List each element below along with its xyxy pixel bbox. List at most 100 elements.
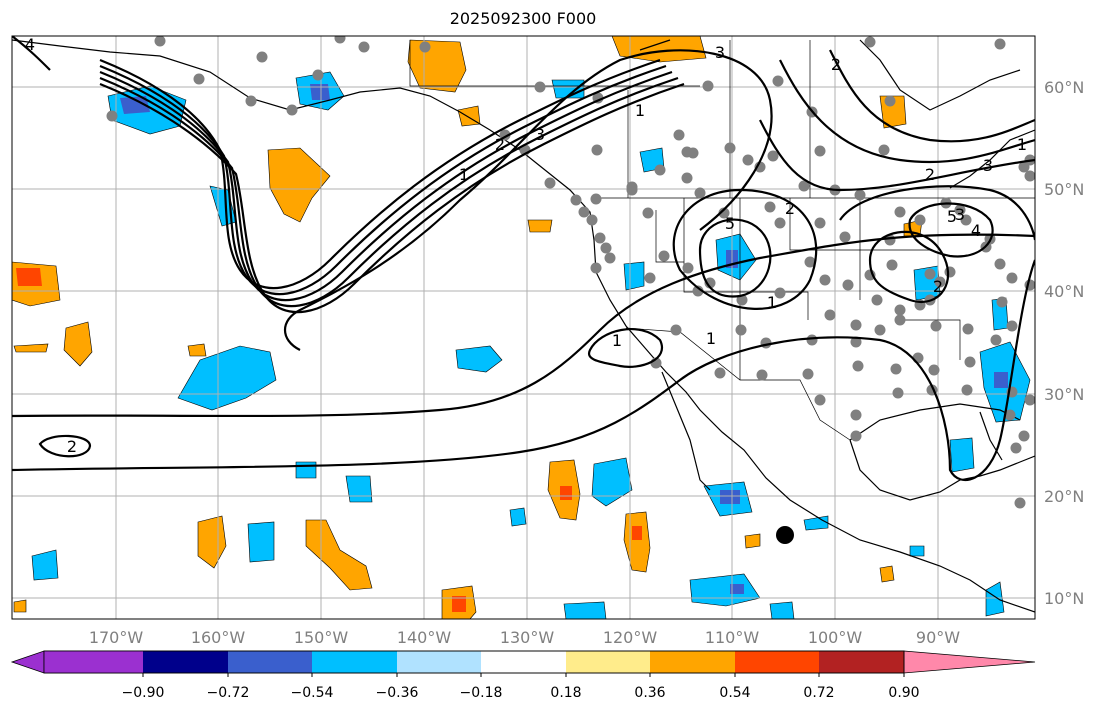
station-dot: [1024, 170, 1035, 182]
station-dot: [654, 164, 666, 176]
colorbar-tick-label: 0.18: [550, 685, 581, 701]
station-dot: [1018, 430, 1030, 442]
colorbar-outline: [43, 650, 905, 674]
station-dot: [704, 277, 716, 289]
station-dots: [106, 36, 1035, 509]
colorbar-tick-label: −0.72: [207, 685, 250, 701]
station-dot: [924, 268, 936, 280]
station-dot: [419, 41, 431, 53]
longitude-label: 110°W: [705, 628, 760, 647]
longitude-axis-labels: 170°W 160°W 150°W 140°W 130°W 120°W 110°W 100°W…: [89, 628, 960, 647]
contour-label: 4: [25, 35, 35, 54]
station-dot: [756, 369, 768, 381]
station-dot: [890, 363, 902, 375]
station-dot: [962, 323, 974, 335]
station-dot: [600, 242, 612, 254]
station-dot: [850, 409, 862, 421]
station-dot: [954, 204, 966, 216]
longitude-label: 170°W: [89, 628, 144, 647]
contour-label: 2: [495, 135, 505, 154]
longitude-label: 130°W: [500, 628, 555, 647]
station-dot: [961, 384, 973, 396]
station-dot: [670, 324, 682, 336]
contour-label: 2: [933, 277, 943, 296]
station-dot: [544, 177, 556, 189]
colorbar-segment: [44, 651, 143, 673]
longitude-label: 120°W: [603, 628, 658, 647]
station-dot: [590, 262, 602, 274]
station-dot: [742, 154, 754, 166]
latitude-label: 20°N: [1044, 487, 1084, 506]
station-dot: [806, 334, 818, 346]
contour-label: 2: [925, 165, 935, 184]
station-dot: [814, 145, 826, 157]
station-dot: [842, 279, 854, 291]
station-dot: [1006, 320, 1018, 332]
contour-label: 1: [459, 165, 469, 184]
longitude-label: 160°W: [191, 628, 246, 647]
contour-label: 1: [1017, 135, 1027, 154]
station-dot: [764, 201, 776, 213]
colorbar-segment: [481, 651, 566, 673]
longitude-label: 90°W: [916, 628, 960, 647]
station-dot: [894, 304, 906, 316]
station-dot: [334, 36, 346, 44]
station-dot: [802, 368, 814, 380]
station-dot: [839, 231, 851, 243]
station-dot: [312, 69, 324, 81]
station-dot: [878, 144, 890, 156]
station-dot: [714, 367, 726, 379]
colorbar-segment: [312, 651, 397, 673]
station-dot: [996, 296, 1008, 308]
contour-label: 3: [955, 205, 965, 224]
contour-label: 1: [706, 329, 716, 348]
station-dot: [1004, 409, 1016, 421]
colorbar-segment: [735, 651, 819, 673]
height-contours: [12, 36, 1035, 481]
contour-label: 1: [612, 331, 622, 350]
latitude-label: 40°N: [1044, 282, 1084, 301]
colorbar-tick-label: −0.36: [376, 685, 419, 701]
colorbar-segment: [819, 651, 904, 673]
longitude-label: 140°W: [397, 628, 452, 647]
contour-label: 3: [983, 156, 993, 175]
longitude-label: 150°W: [294, 628, 349, 647]
station-dot: [570, 194, 582, 206]
station-dot: [154, 36, 166, 47]
strong-positive-anomaly-shading: [16, 268, 642, 612]
station-dot: [644, 272, 656, 284]
contour-label: 2: [785, 199, 795, 218]
map-title: 2025092300 F000: [449, 9, 597, 28]
coastlines: [12, 39, 1035, 613]
station-dot: [692, 285, 704, 297]
colorbar-tick-label: −0.54: [291, 685, 334, 701]
station-dot: [894, 206, 906, 218]
station-dot: [534, 81, 546, 93]
station-dot: [718, 207, 730, 219]
contour-label: 2: [67, 437, 77, 456]
latitude-label: 50°N: [1044, 180, 1084, 199]
station-dot: [591, 144, 603, 156]
contour-label: 5: [947, 207, 957, 226]
contour-label: 1: [767, 293, 777, 312]
colorbar-extend-max: [903, 650, 1036, 674]
station-dot: [106, 110, 118, 122]
station-dot: [193, 73, 205, 85]
station-dot: [894, 314, 906, 326]
colorbar-tick-label: 0.72: [803, 685, 834, 701]
map-frame: [11, 35, 1036, 620]
station-dot: [594, 232, 606, 244]
station-dot: [994, 38, 1006, 50]
latitude-axis-labels: 60°N 50°N 40°N 30°N 20°N 10°N: [1044, 78, 1084, 608]
contour-label: 4: [971, 221, 981, 240]
storm-center-marker: [776, 526, 794, 544]
station-dot: [852, 360, 864, 372]
strong-negative-anomaly-shading: [120, 84, 1008, 594]
colorbar-segment: [143, 651, 228, 673]
station-dot: [578, 206, 590, 218]
station-dot: [724, 142, 736, 154]
latitude-label: 60°N: [1044, 78, 1084, 97]
station-dot: [798, 180, 810, 192]
